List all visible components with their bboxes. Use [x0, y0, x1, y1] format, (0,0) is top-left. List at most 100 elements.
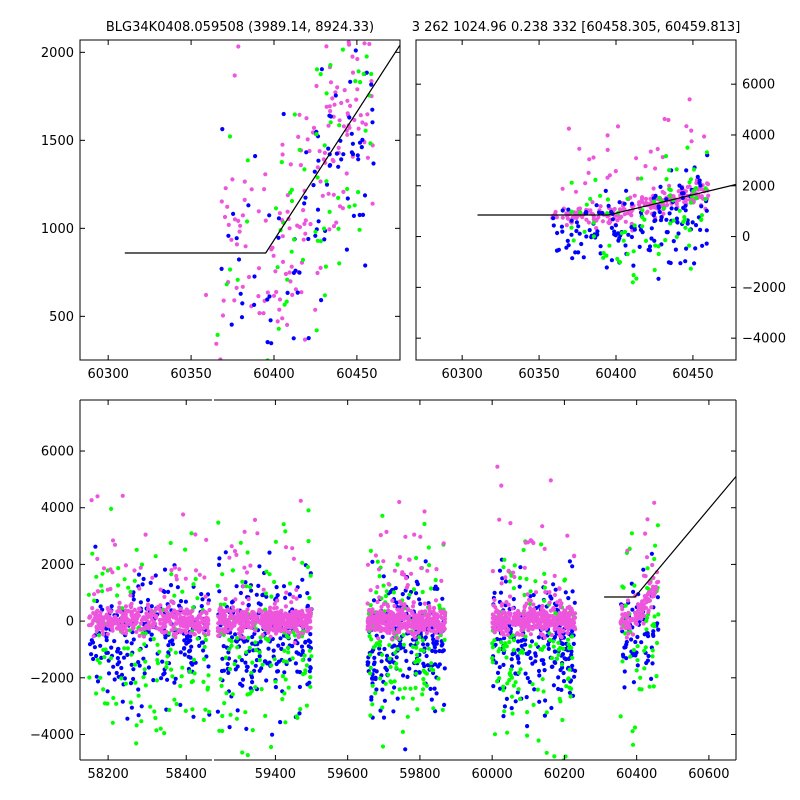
- bottom-point-green: [151, 636, 156, 642]
- top-left-point-green: [314, 67, 320, 72]
- top-left-point-green: [314, 132, 319, 137]
- bottom-point-green: [428, 666, 433, 671]
- top-right-point-blue: [683, 203, 688, 208]
- bottom-point-green: [190, 679, 195, 684]
- bottom-point-green: [510, 711, 515, 716]
- top-left-point-blue: [362, 193, 368, 198]
- bottom-point-pink: [174, 577, 179, 582]
- top-left-point-pink: [293, 287, 298, 292]
- top-left-model-line: [124, 44, 400, 254]
- top-left-point-pink: [304, 116, 309, 121]
- bottom-point-pink: [376, 567, 382, 572]
- bottom-point-pink: [178, 623, 183, 628]
- bottom-point-blue: [299, 644, 305, 649]
- top-left-point-blue: [252, 302, 257, 307]
- bottom-point-pink: [236, 627, 242, 632]
- bottom-point-blue: [282, 670, 287, 675]
- bottom-point-green: [535, 687, 540, 692]
- top-right-point-blue: [566, 207, 571, 212]
- top-left-point-pink: [303, 231, 308, 236]
- top-right-point-blue: [576, 250, 581, 255]
- bottom-point-blue: [235, 708, 240, 713]
- bottom-point-blue: [509, 664, 515, 669]
- top-left-point-pink: [332, 102, 337, 107]
- bottom-point-blue: [642, 632, 647, 637]
- bottom-point-green: [511, 648, 516, 653]
- bottom-point-blue: [226, 650, 231, 655]
- bottom-point-pink: [638, 606, 643, 611]
- bottom-point-pink: [506, 627, 511, 632]
- bottom-point-blue: [297, 594, 302, 599]
- top-right-point-green: [593, 177, 598, 182]
- bottom-point-blue: [529, 639, 535, 644]
- top-left-point-blue: [370, 107, 375, 112]
- bottom-point-pink: [128, 593, 133, 598]
- bottom-point-blue: [178, 650, 183, 655]
- bottom-point-blue: [287, 592, 292, 597]
- bottom-point-green: [523, 634, 528, 639]
- bottom-point-blue: [115, 656, 120, 661]
- bottom-point-green: [368, 548, 373, 554]
- bottom-point-blue: [93, 544, 98, 549]
- bottom-point-pink: [294, 587, 299, 593]
- top-right-point-blue: [681, 191, 686, 196]
- bottom-point-green: [380, 744, 386, 749]
- bottom-point-blue: [136, 713, 141, 718]
- top-left-point-pink: [263, 218, 268, 223]
- top-right-point-pink: [600, 219, 606, 224]
- bottom-point-blue: [109, 645, 114, 650]
- bottom-point-blue: [409, 650, 414, 655]
- bottom-point-pink: [184, 616, 190, 621]
- bottom-point-blue: [622, 669, 627, 674]
- bottom-point-blue: [240, 683, 245, 688]
- top-left-point-green: [337, 261, 342, 266]
- bottom-point-pink: [101, 632, 106, 637]
- bottom-point-pink: [520, 632, 525, 638]
- bottom-point-green: [191, 605, 196, 610]
- bottom-point-pink: [410, 618, 415, 624]
- bottom-point-pink: [257, 607, 262, 612]
- top-left-point-pink: [355, 87, 360, 92]
- bottom-point-green: [273, 679, 278, 684]
- bottom-point-pink: [163, 624, 168, 629]
- top-left-point-blue: [351, 213, 356, 218]
- bottom-point-pink: [141, 634, 147, 639]
- bottom-point-green: [378, 676, 383, 681]
- bottom-point-pink: [492, 626, 497, 631]
- bottom-xtick-label: 60600: [688, 767, 729, 782]
- top-left-point-green: [276, 326, 281, 331]
- bottom-point-blue: [393, 586, 398, 591]
- top-left-point-pink: [354, 97, 359, 102]
- bottom-point-pink: [387, 630, 392, 636]
- bottom-point-pink: [532, 619, 537, 624]
- top-right-point-pink: [662, 116, 667, 122]
- top-right-point-blue: [551, 223, 556, 228]
- bottom-point-pink: [412, 615, 417, 620]
- bottom-point-pink: [429, 616, 434, 622]
- bottom-point-pink: [548, 478, 553, 483]
- bottom-point-green: [429, 661, 434, 666]
- bottom-point-pink: [232, 619, 237, 624]
- bottom-point-pink: [293, 616, 298, 621]
- top-left-point-pink: [271, 253, 276, 258]
- top-left-point-blue: [253, 154, 258, 159]
- bottom-point-green: [292, 633, 298, 638]
- top-left-point-blue: [239, 315, 245, 320]
- bottom-point-green: [528, 644, 533, 649]
- top-left-axes-frame: [79, 39, 401, 361]
- bottom-point-pink: [265, 616, 270, 621]
- bottom-point-pink: [415, 624, 421, 629]
- bottom-point-green: [183, 547, 188, 552]
- top-left-point-pink: [283, 271, 288, 277]
- bottom-point-green: [234, 716, 239, 721]
- bottom-point-green: [257, 657, 262, 663]
- bottom-point-pink: [565, 533, 570, 538]
- bottom-point-green: [383, 594, 388, 599]
- bottom-point-green: [142, 667, 147, 672]
- bottom-point-pink: [648, 580, 653, 585]
- top-right-point-blue: [598, 244, 603, 249]
- bottom-point-blue: [630, 607, 635, 612]
- bottom-point-green: [516, 670, 522, 675]
- top-right-point-green: [683, 225, 688, 230]
- bottom-point-pink: [572, 625, 577, 630]
